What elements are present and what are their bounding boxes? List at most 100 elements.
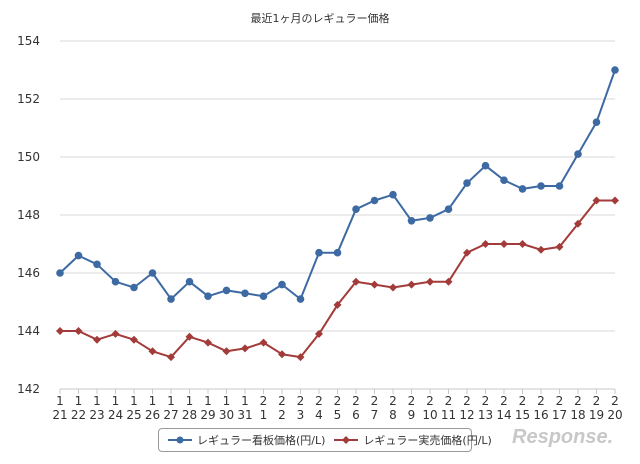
data-point[interactable] — [518, 240, 527, 248]
x-tick-day: 18 — [570, 408, 585, 422]
x-tick-day: 13 — [478, 408, 493, 422]
data-point[interactable] — [167, 295, 175, 303]
data-point[interactable] — [352, 205, 360, 213]
x-tick-month: 1 — [56, 394, 64, 408]
data-point[interactable] — [130, 283, 138, 292]
x-tick-month: 2 — [519, 394, 527, 408]
data-point[interactable] — [555, 182, 564, 190]
data-point[interactable] — [574, 219, 582, 228]
data-point[interactable] — [500, 240, 508, 248]
data-point[interactable] — [481, 161, 490, 170]
data-point[interactable] — [222, 347, 231, 356]
x-tick-day: 7 — [371, 408, 379, 422]
data-point[interactable] — [56, 269, 64, 277]
x-tick-day: 17 — [552, 408, 567, 422]
x-tick-day: 3 — [297, 408, 305, 422]
legend-marker-circle — [168, 436, 192, 444]
data-point[interactable] — [93, 335, 101, 344]
data-point[interactable] — [537, 245, 545, 254]
data-point[interactable] — [130, 335, 138, 344]
data-point[interactable] — [204, 292, 212, 301]
x-tick-day: 10 — [422, 408, 437, 422]
x-tick-day: 4 — [315, 408, 323, 422]
data-point[interactable] — [426, 214, 434, 222]
x-tick-day: 22 — [71, 408, 86, 422]
data-point[interactable] — [93, 260, 101, 269]
data-point[interactable] — [537, 182, 545, 190]
data-point[interactable] — [500, 176, 508, 184]
legend-item-actual[interactable]: レギュラー実売価格(円/L) — [333, 432, 492, 448]
data-point[interactable] — [56, 327, 64, 335]
data-point[interactable] — [481, 240, 490, 248]
data-point[interactable] — [444, 205, 453, 213]
x-tick-month: 1 — [93, 394, 101, 408]
data-point[interactable] — [370, 196, 379, 205]
data-point[interactable] — [167, 353, 175, 362]
data-point[interactable] — [111, 277, 120, 286]
data-point[interactable] — [315, 248, 323, 257]
data-point[interactable] — [370, 280, 379, 289]
data-point[interactable] — [426, 277, 434, 286]
x-tick-day: 25 — [126, 408, 141, 422]
data-point[interactable] — [296, 295, 305, 303]
data-point[interactable] — [333, 248, 342, 257]
x-tick-day: 5 — [334, 408, 342, 422]
x-tick-month: 2 — [556, 394, 564, 408]
data-point[interactable] — [148, 269, 157, 277]
x-tick-day: 24 — [108, 408, 123, 422]
data-point[interactable] — [407, 280, 416, 289]
legend-label-actual: レギュラー実売価格(円/L) — [363, 434, 492, 447]
data-point[interactable] — [592, 118, 601, 126]
x-tick-day: 15 — [515, 408, 530, 422]
x-tick-month: 2 — [334, 394, 342, 408]
data-point[interactable] — [278, 350, 286, 359]
data-point[interactable] — [148, 347, 157, 356]
data-point[interactable] — [278, 280, 286, 289]
x-tick-month: 1 — [130, 394, 138, 408]
data-point[interactable] — [574, 150, 582, 158]
x-tick-month: 2 — [593, 394, 601, 408]
data-point[interactable] — [259, 292, 268, 301]
x-tick-month: 2 — [315, 394, 323, 408]
data-point[interactable] — [463, 248, 471, 257]
legend-marker-diamond — [334, 436, 359, 444]
x-tick-month: 2 — [611, 394, 619, 408]
data-point[interactable] — [407, 217, 416, 225]
data-point[interactable] — [241, 344, 249, 353]
data-point[interactable] — [555, 242, 564, 251]
data-point[interactable] — [222, 286, 231, 295]
data-point[interactable] — [74, 251, 83, 260]
data-point[interactable] — [611, 196, 619, 205]
data-point[interactable] — [333, 300, 342, 309]
x-tick-month: 1 — [223, 394, 231, 408]
data-point[interactable] — [241, 289, 249, 298]
data-point[interactable] — [185, 277, 194, 286]
data-point[interactable] — [74, 327, 83, 335]
data-point[interactable] — [185, 332, 194, 341]
x-tick-day: 30 — [219, 408, 234, 422]
x-tick-day: 27 — [163, 408, 178, 422]
data-point[interactable] — [315, 329, 323, 338]
data-point[interactable] — [389, 190, 397, 199]
data-point[interactable] — [592, 196, 601, 205]
x-tick-day: 19 — [589, 408, 604, 422]
y-tick-label: 146 — [17, 266, 40, 280]
data-point[interactable] — [296, 353, 305, 362]
y-tick-label: 154 — [17, 34, 40, 48]
x-tick-month: 2 — [278, 394, 286, 408]
legend-item-signboard[interactable]: レギュラー看板価格(円/L) — [167, 432, 325, 448]
data-point[interactable] — [204, 338, 212, 347]
data-point[interactable] — [111, 329, 120, 338]
x-tick-month: 1 — [186, 394, 194, 408]
data-point[interactable] — [389, 283, 397, 292]
data-point[interactable] — [444, 277, 453, 286]
x-tick-month: 1 — [204, 394, 212, 408]
data-point[interactable] — [611, 66, 619, 74]
x-tick-month: 1 — [75, 394, 83, 408]
data-point[interactable] — [352, 277, 360, 286]
data-point[interactable] — [259, 338, 268, 347]
x-tick-day: 31 — [237, 408, 252, 422]
data-point[interactable] — [463, 179, 471, 187]
data-point[interactable] — [518, 185, 527, 193]
